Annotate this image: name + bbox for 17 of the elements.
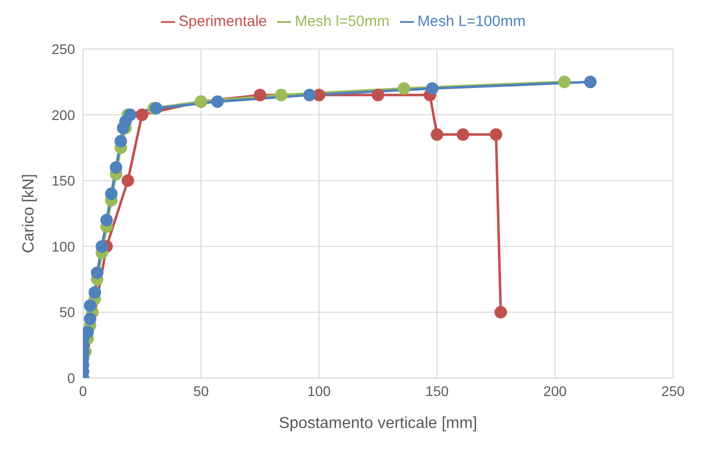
x-tick-label: 200 — [543, 382, 567, 399]
x-tick-label: 50 — [193, 382, 209, 399]
x-tick-label: 250 — [661, 382, 685, 399]
legend-label: Mesh L=100mm — [418, 13, 526, 30]
x-tick-label: 0 — [79, 382, 88, 399]
y-tick-label: 200 — [52, 106, 76, 123]
y-tick-label: 100 — [52, 238, 76, 254]
y-tick-label: 250 — [52, 40, 76, 57]
y-tick-label: 50 — [59, 304, 76, 320]
x-axis-title: Spostamento verticale [mm] — [278, 415, 478, 432]
y-tick-label: 0 — [67, 370, 76, 386]
x-tick-label: 150 — [425, 382, 449, 399]
legend-label: Sperimentale — [178, 13, 267, 30]
y-axis-title: Carico [kN] — [20, 174, 38, 254]
legend-label: Mesh l=50mm — [294, 13, 390, 30]
y-tick-label: 150 — [52, 172, 76, 189]
x-tick-label: 100 — [307, 382, 331, 399]
